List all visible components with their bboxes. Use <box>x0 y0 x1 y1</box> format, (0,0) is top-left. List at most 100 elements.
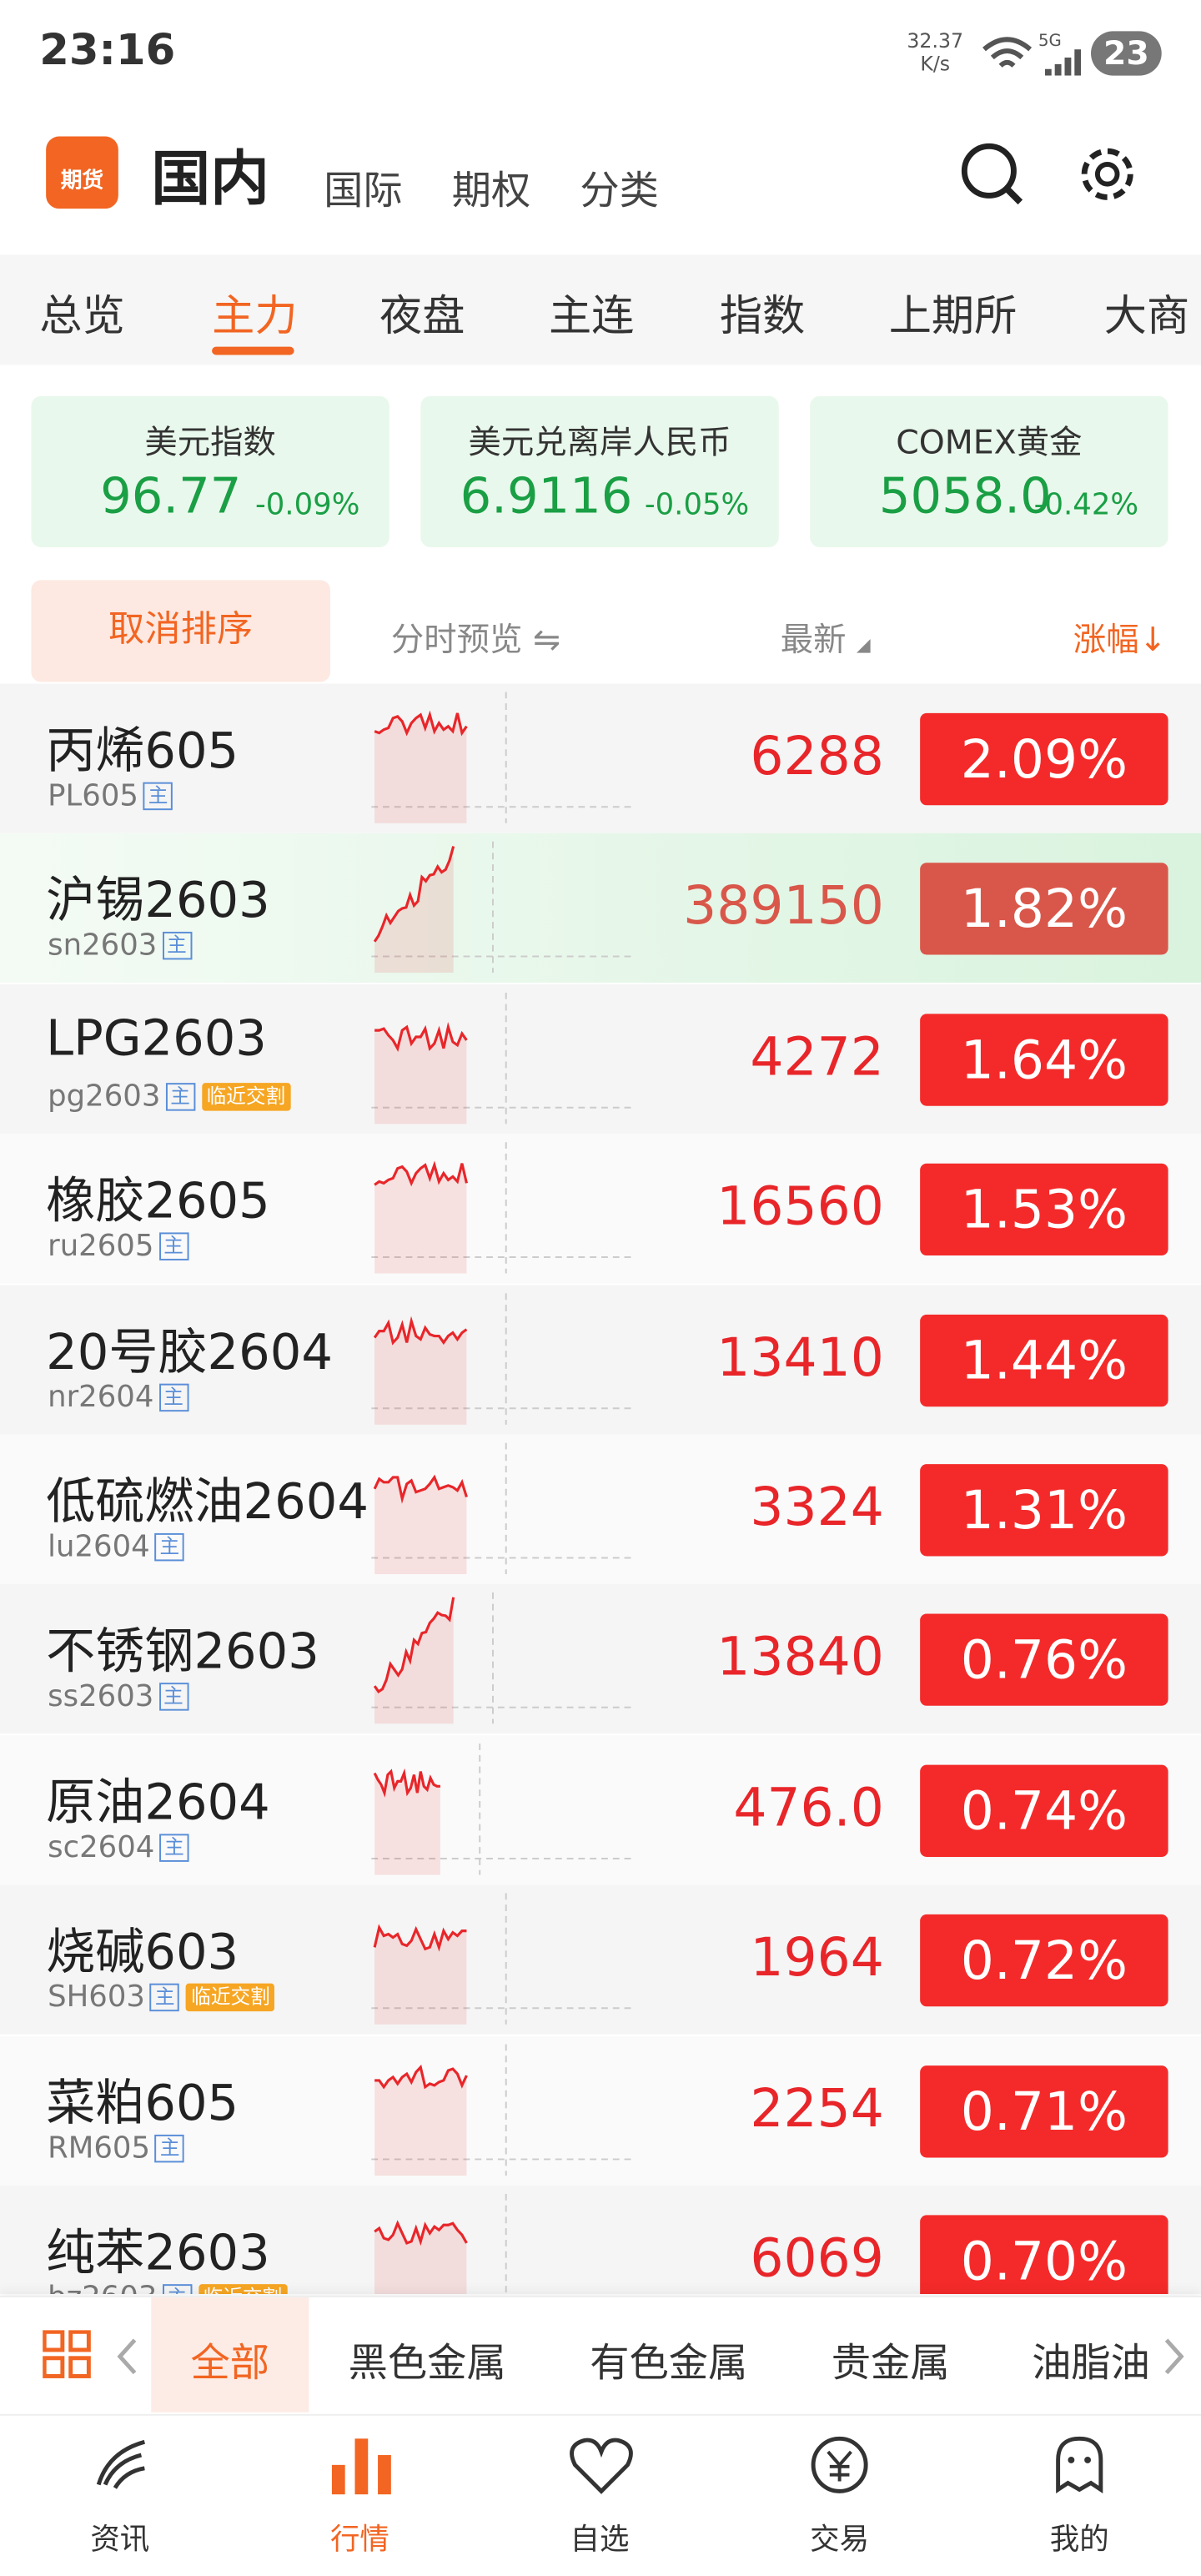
quote-row[interactable]: 丙烯605 PL605 主 6288 2.09% <box>0 683 1201 833</box>
category-tab[interactable]: 黑色金属 <box>348 2340 506 2387</box>
contract-code: pg2603 主临近交割 <box>48 1079 291 1114</box>
speed: 32.37 <box>907 29 964 53</box>
change-sort[interactable]: 涨幅↓ <box>1073 619 1167 659</box>
network: 5G <box>1038 33 1062 52</box>
subtab[interactable]: 主连 <box>548 292 635 342</box>
quote-row[interactable]: 原油2604 sc2604 主 476.0 0.74% <box>0 1734 1201 1885</box>
change-percent[interactable]: 1.53% <box>920 1164 1168 1256</box>
latest-price: 389150 <box>683 874 884 938</box>
subtab[interactable]: 总览 <box>39 292 125 342</box>
cancel-sort-button[interactable]: 取消排序 <box>31 580 330 682</box>
quote-row[interactable]: LPG2603 pg2603 主临近交割 4272 1.64% <box>0 984 1201 1134</box>
code-text: SH603 <box>48 1980 145 2015</box>
grid-icon[interactable] <box>43 2330 92 2379</box>
sparkline <box>371 1743 631 1875</box>
nav-icon-market[interactable] <box>329 2435 394 2495</box>
quote-row[interactable]: 菜粕605 RM605 主 2254 0.71% <box>0 2035 1201 2186</box>
contract-name: 丙烯605 <box>46 722 239 781</box>
code-text: pg2603 <box>48 1079 161 1114</box>
nav-icon-watch[interactable] <box>569 2435 635 2494</box>
category-tab[interactable]: 油脂油 <box>1032 2340 1150 2387</box>
index-change: -0.09% <box>254 488 360 523</box>
index-card[interactable]: 美元兑离岸人民币 6.9116 -0.05% <box>420 395 779 547</box>
change-percent[interactable]: 2.09% <box>920 712 1168 806</box>
quote-row[interactable]: 20号胶2604 nr2604 主 13410 1.44% <box>0 1284 1201 1434</box>
nav-icon-me[interactable] <box>1048 2433 1111 2496</box>
category-tab[interactable]: 全部 <box>190 2340 270 2387</box>
contract-code: ru2605 主 <box>48 1230 188 1264</box>
main-badge: 主 <box>158 1382 188 1411</box>
contract-name: 20号胶2604 <box>46 1323 333 1381</box>
subtab-indicator <box>212 346 294 355</box>
change-percent[interactable]: 0.74% <box>920 1764 1168 1857</box>
category-tab[interactable]: 贵金属 <box>831 2340 950 2387</box>
latest-text: 最新 <box>780 619 847 659</box>
change-percent[interactable]: 1.44% <box>920 1314 1168 1406</box>
subtab-bar <box>0 254 1201 365</box>
contract-name: 原油2604 <box>46 1774 270 1833</box>
nav-label[interactable]: 我的 <box>1049 2522 1109 2558</box>
scroll-left[interactable] <box>115 2337 138 2376</box>
contract-name: LPG2603 <box>46 1010 267 1069</box>
index-name: 美元指数 <box>144 422 276 462</box>
index-value: 96.77 <box>100 468 242 526</box>
code-text: ss2603 <box>48 1680 154 1715</box>
quote-row[interactable]: 烧碱603 SH603 主临近交割 1964 0.72% <box>0 1884 1201 2035</box>
change-percent[interactable]: 1.64% <box>920 1014 1168 1106</box>
index-change: -0.05% <box>644 488 750 523</box>
change-percent[interactable]: 1.82% <box>920 863 1168 956</box>
change-percent[interactable]: 0.71% <box>920 2065 1168 2157</box>
code-text: lu2604 <box>48 1529 150 1565</box>
app-logo[interactable]: 期货 <box>46 136 118 209</box>
category-tab[interactable]: 有色金属 <box>590 2340 748 2387</box>
contract-name: 纯苯2603 <box>46 2225 270 2283</box>
quote-row[interactable]: 沪锡2603 sn2603 主 389150 1.82% <box>0 833 1201 984</box>
index-card[interactable]: 美元指数 96.77 -0.09% <box>31 395 389 547</box>
header-tab[interactable]: 国际 <box>324 167 403 214</box>
main-badge: 主 <box>154 2134 185 2162</box>
contract-name: 沪锡2603 <box>46 873 270 931</box>
nav-label[interactable]: 交易 <box>810 2522 870 2558</box>
index-name: 美元兑离岸人民币 <box>468 422 731 462</box>
latest-price: 6288 <box>750 724 884 787</box>
subtab[interactable]: 大商 <box>1103 292 1190 342</box>
contract-code: PL605 主 <box>48 779 173 813</box>
subtab[interactable]: 主力 <box>212 292 298 342</box>
main-badge: 主 <box>162 2284 192 2294</box>
contract-name: 不锈钢2603 <box>46 1624 319 1682</box>
preview-label[interactable]: 分时预览 ⇋ <box>390 619 560 659</box>
quote-row[interactable]: 低硫燃油2604 lu2604 主 3324 1.31% <box>0 1434 1201 1584</box>
subtab[interactable]: 夜盘 <box>379 292 465 342</box>
quote-row[interactable]: 不锈钢2603 ss2603 主 13840 0.76% <box>0 1584 1201 1735</box>
index-value: 6.9116 <box>460 468 633 526</box>
subtab[interactable]: 上期所 <box>888 292 1018 342</box>
change-percent[interactable]: 0.70% <box>920 2215 1168 2294</box>
change-percent[interactable]: 0.76% <box>920 1614 1168 1707</box>
contract-code: RM605 主 <box>48 2131 185 2166</box>
index-value: 5058.0 <box>878 468 1052 526</box>
change-percent[interactable]: 1.31% <box>920 1464 1168 1557</box>
index-card[interactable]: COMEX黄金 5058.0 -0.42% <box>810 395 1168 547</box>
nav-label[interactable]: 自选 <box>570 2522 630 2558</box>
code-text: nr2604 <box>48 1379 154 1415</box>
latest-sort[interactable]: 最新 ◢ <box>780 619 871 659</box>
subtab[interactable]: 指数 <box>719 292 806 342</box>
settings-icon[interactable] <box>1073 139 1142 209</box>
latest-price: 1964 <box>750 1926 884 1989</box>
change-percent[interactable]: 0.72% <box>920 1914 1168 2007</box>
page-title[interactable]: 国内 <box>151 146 270 214</box>
nav-label[interactable]: 资讯 <box>90 2522 150 2558</box>
nav-icon-trade[interactable] <box>808 2433 871 2496</box>
code-text: bz2603 <box>48 2281 157 2294</box>
battery: 23 <box>1091 31 1162 76</box>
quote-row[interactable]: 橡胶2605 ru2605 主 16560 1.53% <box>0 1134 1201 1284</box>
code-text: PL605 <box>48 778 138 814</box>
scroll-right[interactable] <box>1163 2337 1187 2376</box>
header-tab[interactable]: 分类 <box>580 167 659 214</box>
nav-icon-news[interactable] <box>92 2435 151 2494</box>
sparkline <box>371 692 631 823</box>
search-icon[interactable] <box>957 139 1027 209</box>
nav-label[interactable]: 行情 <box>329 2522 389 2558</box>
header-tab[interactable]: 期权 <box>451 167 531 214</box>
